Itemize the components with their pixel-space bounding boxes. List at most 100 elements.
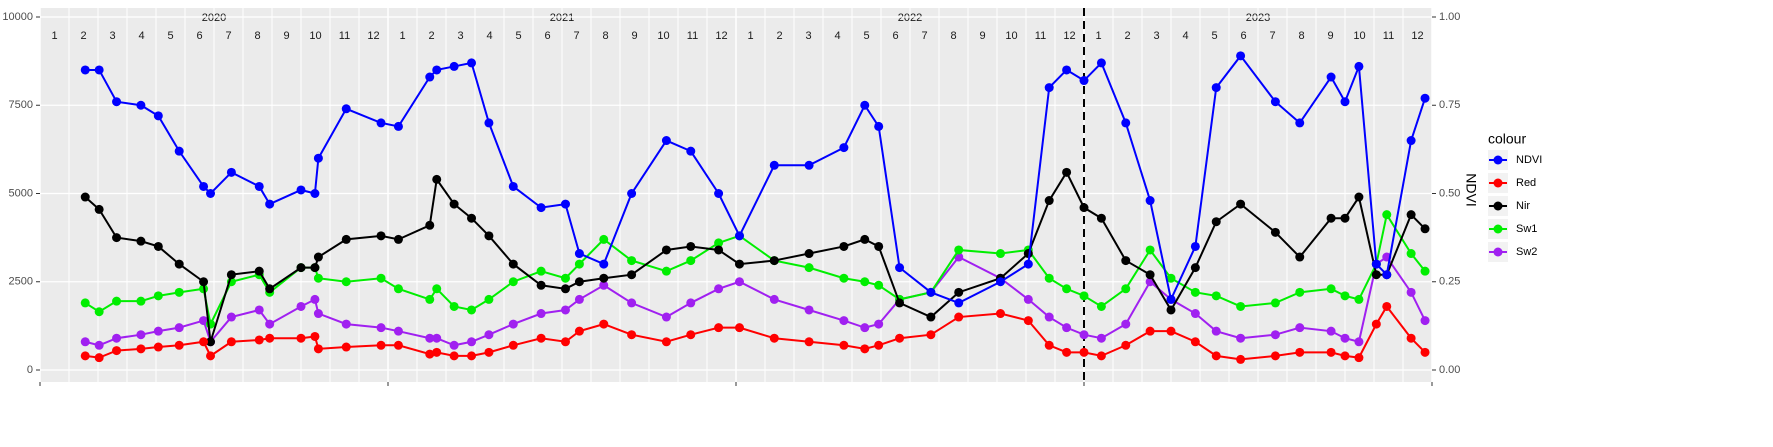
data-point [954, 287, 964, 297]
month-label: 4 [834, 30, 840, 42]
data-point [313, 252, 323, 262]
month-label: 8 [254, 30, 260, 42]
data-point [1121, 284, 1131, 294]
data-point [926, 330, 936, 340]
data-point [926, 287, 936, 297]
data-point [254, 266, 264, 276]
data-point [1121, 256, 1131, 266]
data-point [839, 273, 849, 283]
data-point [1079, 76, 1089, 86]
month-label: 3 [457, 30, 463, 42]
data-point [153, 291, 163, 301]
data-point [839, 316, 849, 326]
month-label: 9 [979, 30, 985, 42]
data-point [895, 298, 905, 308]
data-point [995, 309, 1005, 319]
data-point [508, 181, 518, 191]
month-label: 12 [1063, 30, 1075, 42]
data-point [94, 340, 104, 350]
data-point [686, 241, 696, 251]
data-point [874, 241, 884, 251]
data-point [874, 340, 884, 350]
data-point [341, 104, 351, 114]
data-point [425, 220, 435, 230]
data-point [1145, 270, 1155, 280]
data-point [1270, 351, 1280, 361]
data-point [254, 335, 264, 345]
data-point [686, 298, 696, 308]
data-point [313, 344, 323, 354]
data-point [1236, 199, 1246, 209]
data-point [94, 353, 104, 363]
y-tick-label: 0 [27, 364, 33, 376]
data-point [895, 263, 905, 273]
data-point [1354, 192, 1364, 202]
data-point [734, 277, 744, 287]
data-point [560, 273, 570, 283]
data-point [1371, 319, 1381, 329]
data-point [310, 263, 320, 273]
data-point [1270, 227, 1280, 237]
data-point [1096, 301, 1106, 311]
month-label: 1 [399, 30, 405, 42]
data-point [1236, 51, 1246, 61]
data-point [1079, 203, 1089, 213]
month-label: 7 [573, 30, 579, 42]
y-tick-label: 10000 [2, 11, 33, 23]
data-point [860, 234, 870, 244]
data-point [1326, 347, 1336, 357]
data-point [136, 330, 146, 340]
data-point [627, 298, 637, 308]
month-label: 9 [283, 30, 289, 42]
data-point [954, 245, 964, 255]
data-point [341, 342, 351, 352]
data-point [393, 326, 403, 336]
data-point [1406, 249, 1416, 259]
data-point [560, 284, 570, 294]
data-point [265, 319, 275, 329]
data-point [1270, 330, 1280, 340]
data-point [714, 323, 724, 333]
data-point [560, 305, 570, 315]
data-point [94, 307, 104, 317]
data-point [376, 118, 386, 128]
data-point [1236, 354, 1246, 364]
data-point [199, 181, 209, 191]
data-point [1079, 347, 1089, 357]
data-point [174, 323, 184, 333]
data-point [560, 199, 570, 209]
data-point [995, 277, 1005, 287]
data-point [627, 256, 637, 266]
month-label: 4 [138, 30, 144, 42]
data-point [341, 277, 351, 287]
month-label: 1 [1095, 30, 1101, 42]
data-point [1211, 351, 1221, 361]
data-point [508, 277, 518, 287]
legend-marker [1493, 178, 1503, 188]
data-point [995, 249, 1005, 259]
data-point [1121, 319, 1131, 329]
month-label: 2 [428, 30, 434, 42]
data-point [310, 331, 320, 341]
data-point [1211, 326, 1221, 336]
data-point [1062, 65, 1072, 75]
legend-marker [1493, 155, 1503, 165]
data-point [1371, 259, 1381, 269]
data-point [804, 160, 814, 170]
data-point [112, 233, 122, 243]
month-label: 2 [1124, 30, 1130, 42]
data-point [425, 294, 435, 304]
data-point [536, 280, 546, 290]
data-point [174, 340, 184, 350]
data-point [1295, 118, 1305, 128]
data-point [1420, 266, 1430, 276]
data-point [599, 273, 609, 283]
month-label: 6 [196, 30, 202, 42]
data-point [153, 241, 163, 251]
data-point [112, 296, 122, 306]
data-point [425, 72, 435, 82]
data-point [199, 337, 209, 347]
y2-tick-label: 0.25 [1439, 276, 1460, 288]
data-point [393, 234, 403, 244]
data-point [1044, 196, 1054, 206]
